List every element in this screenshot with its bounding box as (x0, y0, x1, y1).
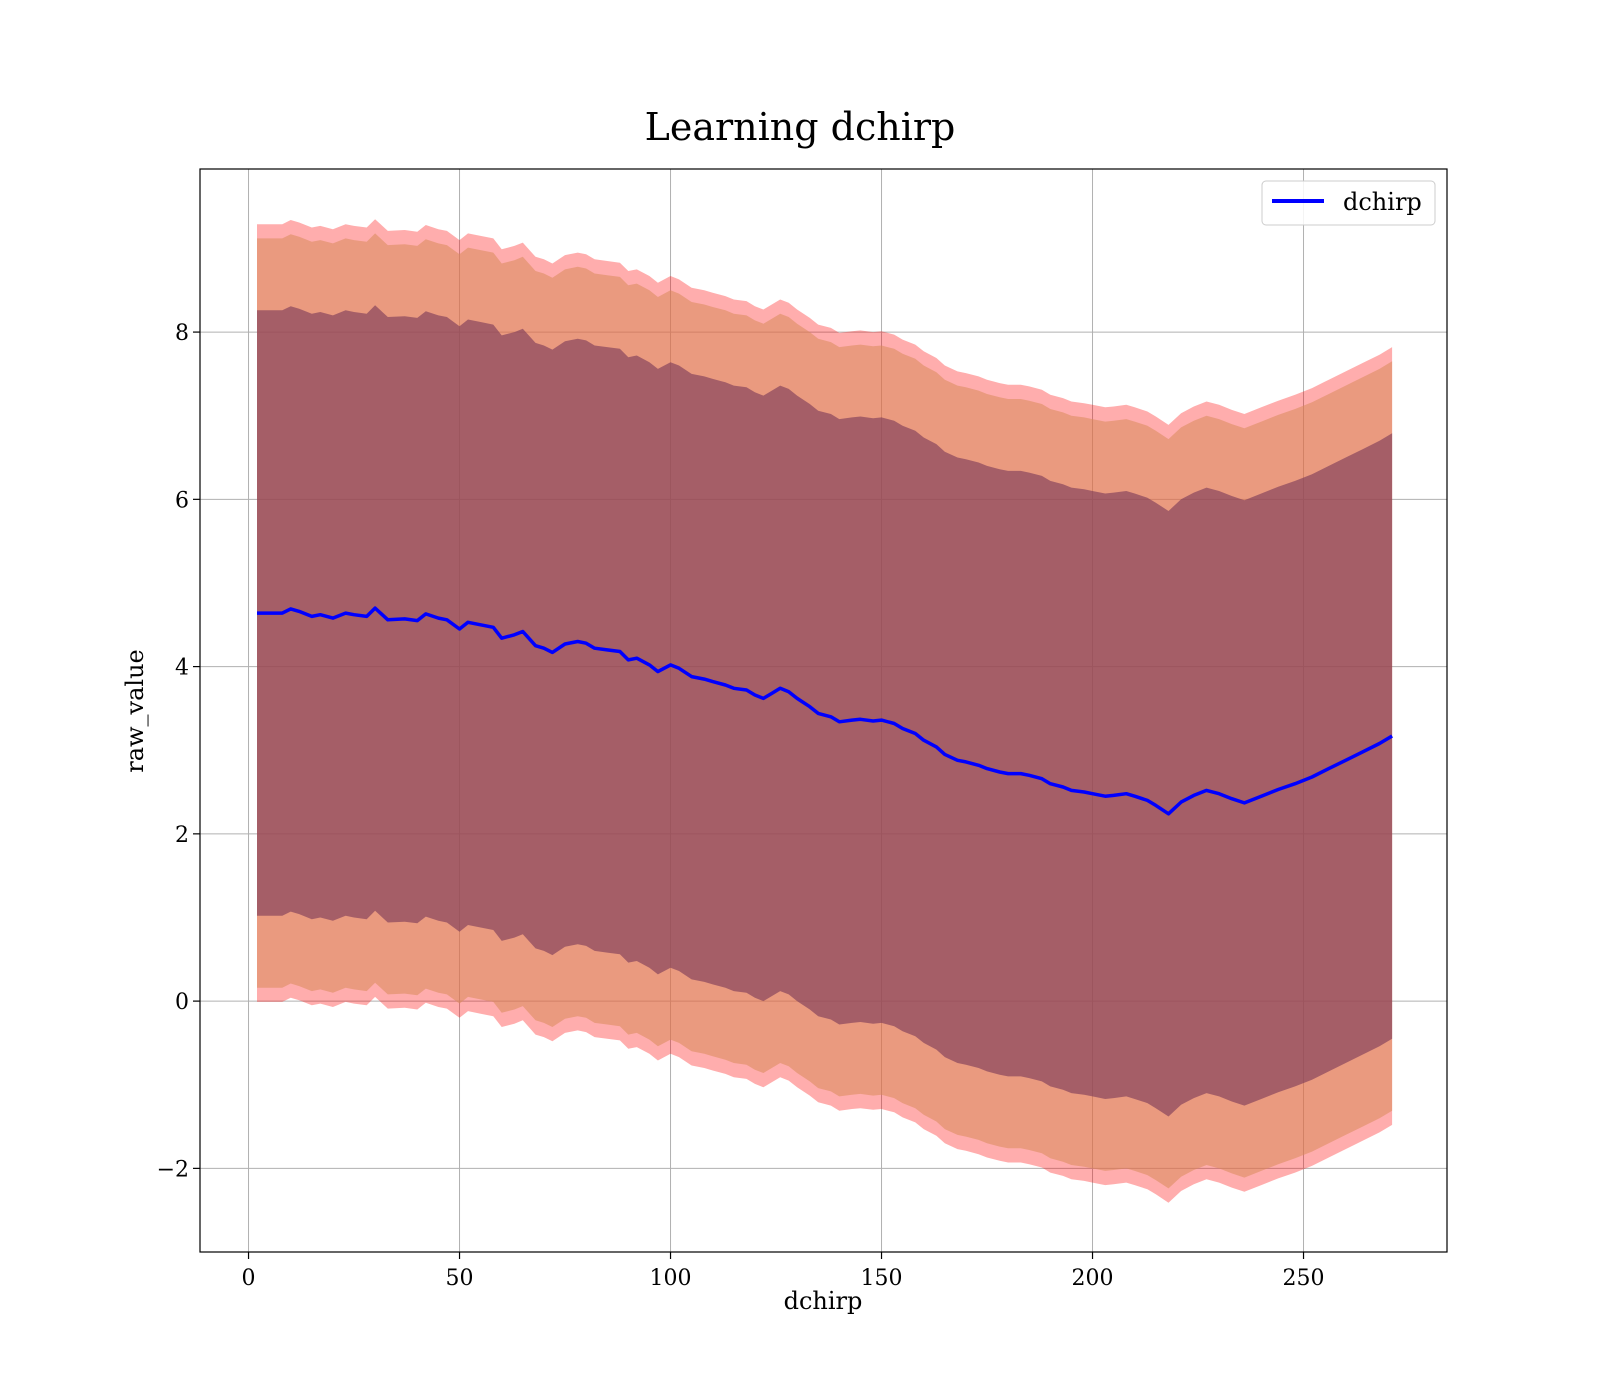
x-tick-label: 100 (650, 1266, 692, 1291)
plot-frame (199, 168, 1448, 1253)
y-axis-label: raw_value (121, 649, 149, 773)
y-tick-label: 2 (175, 823, 189, 848)
y-tick-label: 0 (175, 990, 189, 1015)
x-tick-label: 250 (1283, 1266, 1325, 1291)
axis-ticks: 0 50 100 150 200 250 −2 0 2 4 6 8 (157, 321, 1325, 1291)
y-tick-label: 8 (175, 321, 189, 346)
x-tick-label: 150 (861, 1266, 903, 1291)
uncertainty-bands (257, 219, 1393, 1203)
x-axis-label: dchirp (784, 1287, 863, 1315)
series-lines (257, 606, 1393, 816)
x-tick-label: 50 (446, 1266, 474, 1291)
chart-title: Learning dchirp (645, 105, 956, 149)
legend-box (1261, 180, 1436, 226)
series-line-dchirp (257, 606, 1393, 816)
y-tick-label: −2 (157, 1157, 189, 1182)
legend-label: dchirp (1343, 188, 1422, 216)
y-tick-label: 6 (175, 488, 189, 513)
x-tick-label: 200 (1072, 1266, 1114, 1291)
y-tick-label: 4 (175, 656, 189, 681)
band-inner (257, 305, 1393, 1117)
legend: dchirp (1261, 180, 1436, 226)
x-tick-label: 0 (242, 1266, 256, 1291)
